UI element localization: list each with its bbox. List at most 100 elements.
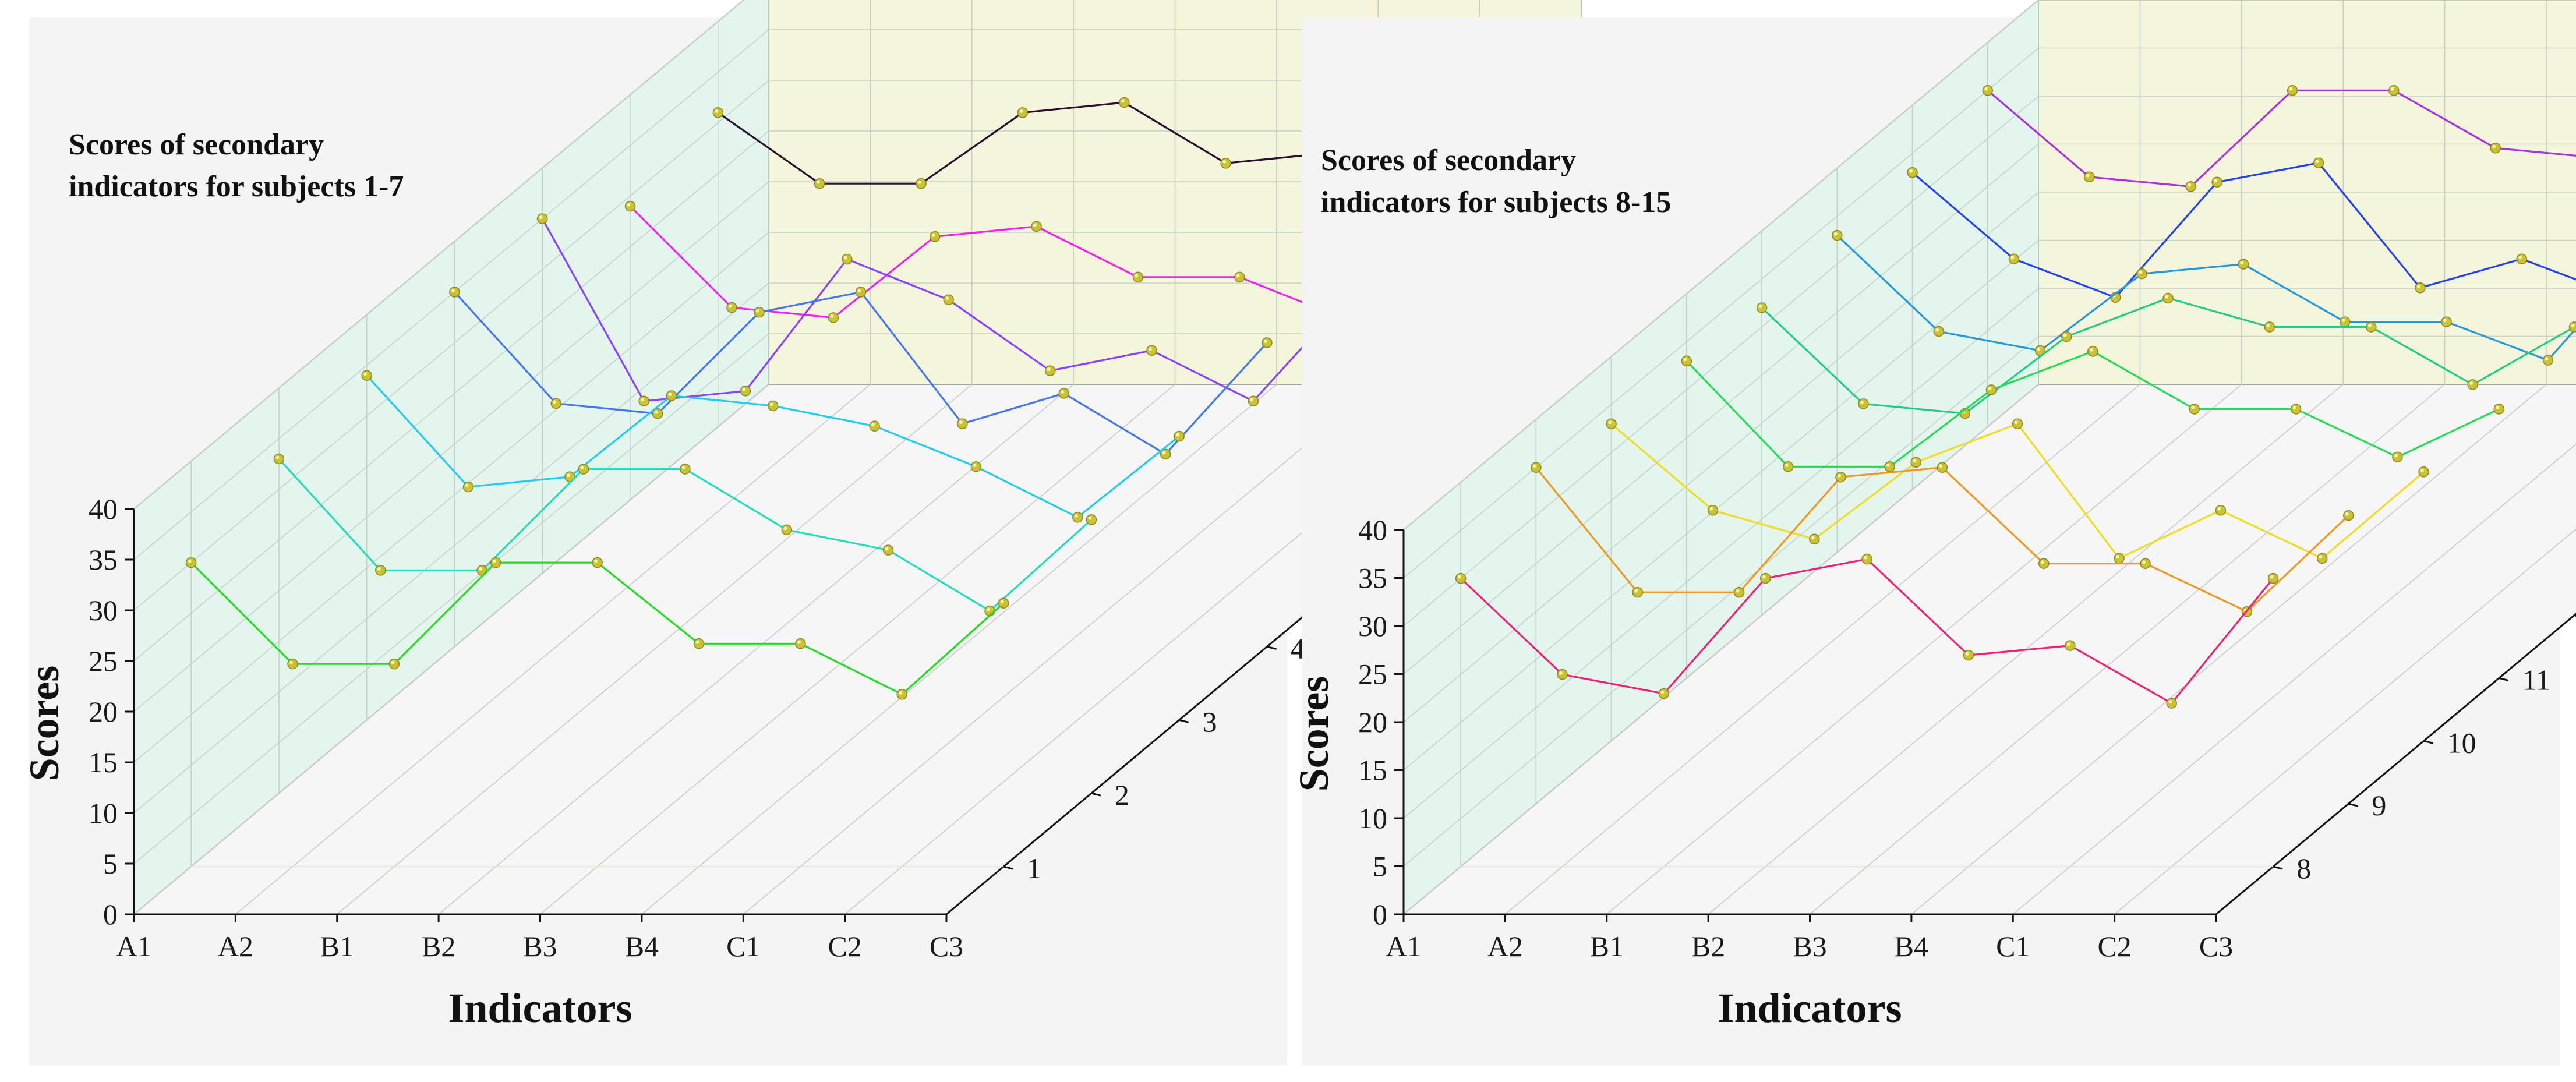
data-point xyxy=(1782,461,1794,472)
z-tick xyxy=(2348,802,2358,807)
data-point-highlight xyxy=(2416,284,2420,288)
data-point-highlight xyxy=(2214,179,2218,183)
data-point xyxy=(1234,271,1245,283)
data-point xyxy=(2211,176,2222,188)
y-tick-label: 30 xyxy=(1358,610,1387,642)
data-point xyxy=(2140,558,2151,569)
z-tick-label: 3 xyxy=(1203,705,1217,738)
data-point xyxy=(2083,171,2095,183)
chart-title-line: indicators for subjects 1-7 xyxy=(69,170,404,203)
data-point xyxy=(2136,268,2147,280)
data-point xyxy=(1606,418,1617,430)
data-point xyxy=(638,395,649,407)
floor-gridline xyxy=(1403,384,2039,915)
data-point-highlight xyxy=(1457,575,1461,579)
y-tick-label: 10 xyxy=(1358,802,1387,835)
data-point-highlight xyxy=(377,567,381,571)
data-point-highlight xyxy=(566,473,570,478)
y-tick-label: 15 xyxy=(89,746,118,779)
series-12 xyxy=(1756,292,2576,419)
data-point-highlight xyxy=(594,559,598,563)
data-point xyxy=(1985,384,1997,395)
data-point xyxy=(1072,512,1083,523)
data-point-highlight xyxy=(2394,454,2398,458)
data-point-highlight xyxy=(797,640,801,644)
z-tick-label: 2 xyxy=(1115,779,1129,811)
data-point-highlight xyxy=(1736,589,1740,593)
data-point-highlight xyxy=(2138,270,2142,274)
data-point-highlight xyxy=(2319,555,2323,559)
data-point xyxy=(1086,514,1097,525)
data-point xyxy=(2185,181,2196,192)
data-point-highlight xyxy=(627,203,631,207)
data-point-highlight xyxy=(695,640,699,644)
series-13 xyxy=(1832,229,2576,366)
data-point-highlight xyxy=(1785,463,1789,467)
z-tick xyxy=(1003,865,1013,870)
data-point-highlight xyxy=(1033,223,1037,227)
data-point-highlight xyxy=(289,660,293,664)
data-point-highlight xyxy=(1019,109,1023,113)
data-point xyxy=(536,213,548,224)
data-point-highlight xyxy=(2217,507,2221,511)
data-point-highlight xyxy=(918,180,922,184)
x-axis-title: Indicators xyxy=(448,985,632,1031)
data-point-highlight xyxy=(1176,433,1180,437)
data-point xyxy=(2441,316,2452,327)
series-1 xyxy=(185,557,1009,700)
floor-gridline xyxy=(235,384,871,915)
data-point-highlight xyxy=(2040,560,2044,564)
data-point-highlight xyxy=(681,465,685,469)
data-point xyxy=(2008,253,2020,264)
data-point xyxy=(375,565,386,576)
z-tick-label: 1 xyxy=(1027,852,1041,885)
data-point xyxy=(1174,430,1185,442)
x-tick-label: C3 xyxy=(930,930,963,963)
data-point-highlight xyxy=(1660,690,1665,694)
data-point xyxy=(624,200,636,212)
series-3 xyxy=(361,370,1185,523)
series-14 xyxy=(1907,157,2576,303)
data-point-highlight xyxy=(885,547,889,551)
data-point xyxy=(828,312,839,323)
data-point-highlight xyxy=(1532,464,1536,468)
floor-gridline xyxy=(2012,443,2576,915)
data-point xyxy=(693,638,705,649)
data-point xyxy=(2490,143,2501,154)
data-point-highlight xyxy=(1886,463,1891,467)
data-point xyxy=(1907,167,1918,178)
y-tick-label: 20 xyxy=(89,695,118,728)
z-tick-label: 8 xyxy=(2296,852,2311,885)
data-point xyxy=(1455,572,1467,584)
data-point-highlight xyxy=(1121,99,1125,103)
data-point xyxy=(2316,553,2328,564)
data-point-highlight xyxy=(391,660,395,664)
y-axis-title: Scores xyxy=(21,666,68,782)
data-point-highlight xyxy=(2443,319,2447,323)
data-point xyxy=(842,253,853,265)
data-point xyxy=(957,418,968,429)
data-point xyxy=(2290,404,2302,415)
data-point-highlight xyxy=(2367,324,2372,327)
data-point-highlight xyxy=(2063,333,2067,337)
data-point-highlight xyxy=(2066,642,2070,646)
data-point-highlight xyxy=(2390,87,2394,91)
x-tick-label: C1 xyxy=(1996,930,2030,963)
data-point-highlight xyxy=(1758,305,1762,308)
data-point xyxy=(550,398,562,409)
data-point xyxy=(388,658,400,670)
series-11 xyxy=(1681,346,2505,472)
data-point xyxy=(1832,229,1843,241)
data-point xyxy=(1119,97,1130,108)
data-point xyxy=(592,557,603,568)
data-point-highlight xyxy=(2188,183,2192,187)
data-point-highlight xyxy=(1811,536,1815,540)
data-point xyxy=(2313,157,2324,168)
data-point-highlight xyxy=(1263,339,1267,343)
data-point-highlight xyxy=(2571,324,2575,327)
data-point-highlight xyxy=(1988,386,1992,390)
data-point-highlight xyxy=(728,304,732,308)
data-point-highlight xyxy=(2014,420,2018,425)
y-tick-label: 25 xyxy=(1358,658,1387,691)
data-point xyxy=(916,178,927,189)
